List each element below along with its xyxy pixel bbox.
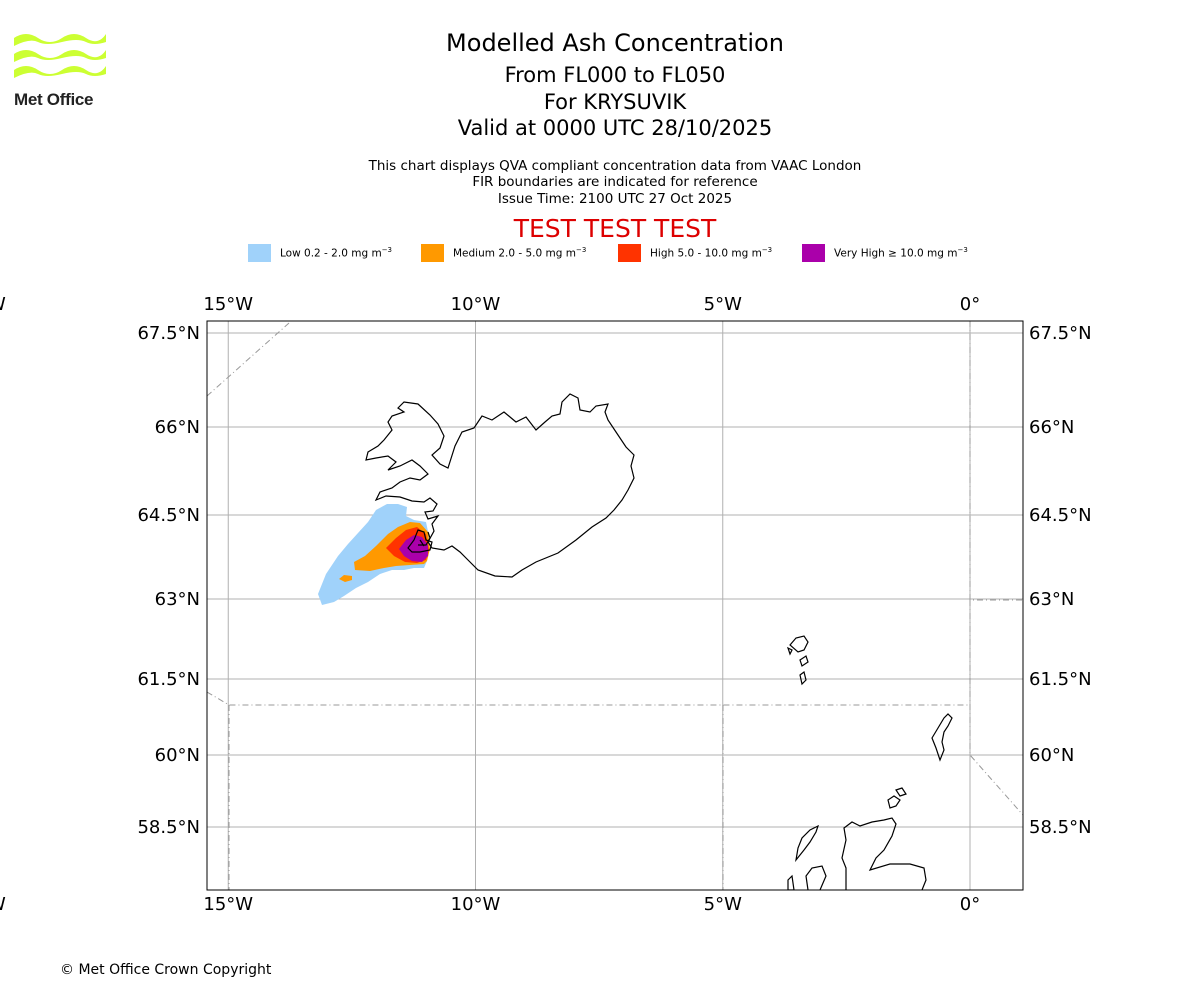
legend-label-high: High 5.0 - 10.0 mg m−3: [650, 246, 773, 260]
legend-label-very-high: Very High ≥ 10.0 mg m−3: [834, 246, 968, 260]
met-office-logo[interactable]: Met Office: [14, 30, 110, 112]
fir-note: FIR boundaries are indicated for referen…: [472, 174, 758, 190]
legend-swatch-very-high: [802, 244, 825, 262]
lat-tick-left: 60°N: [155, 745, 200, 766]
lon-tick-top: 5°W: [704, 294, 742, 315]
lon-tick-top: 15°W: [203, 294, 253, 315]
lon-tick-top: 20°W: [0, 294, 6, 315]
lat-tick-right: 63°N: [1029, 589, 1074, 610]
fir-boundaries: [207, 321, 1023, 890]
lat-tick-right: 60°N: [1029, 745, 1074, 766]
faroe-islands: [786, 635, 809, 686]
lat-tick-left: 61.5°N: [137, 669, 200, 690]
lon-tick-top: 10°W: [451, 294, 501, 315]
lat-tick-right: 58.5°N: [1029, 817, 1092, 838]
flight-level-range: From FL000 to FL050: [504, 63, 726, 87]
lon-tick-bottom: 10°W: [451, 894, 501, 915]
shetland-islands: [931, 713, 953, 762]
legend-swatch-medium: [421, 244, 444, 262]
legend-label-medium: Medium 2.0 - 5.0 mg m−3: [453, 246, 587, 260]
lat-tick-right: 61.5°N: [1029, 669, 1092, 690]
orkney-islands: [887, 787, 907, 809]
map-frame: [206, 320, 1024, 891]
lat-tick-left: 58.5°N: [137, 817, 200, 838]
test-banner: TEST TEST TEST: [513, 214, 717, 243]
legend-swatch-low: [248, 244, 271, 262]
lat-tick-left: 63°N: [155, 589, 200, 610]
chart-title: Modelled Ash Concentration: [446, 29, 784, 57]
copyright: © Met Office Crown Copyright: [60, 962, 272, 978]
legend-item-medium: Medium 2.0 - 5.0 mg m−3: [421, 244, 586, 262]
logo-text: Met Office: [14, 90, 94, 109]
lon-tick-top: 0°: [960, 294, 980, 315]
met-office-wave-icon: [14, 34, 106, 78]
lon-tick-bottom: 0°: [960, 894, 980, 915]
scotland-coastline: [787, 817, 927, 890]
map-content: [207, 321, 1023, 890]
gridlines: [207, 321, 1023, 890]
ash-area-medium-2: [339, 575, 352, 582]
legend-item-very-high: Very High ≥ 10.0 mg m−3: [802, 244, 968, 262]
lat-tick-right: 66°N: [1029, 417, 1074, 438]
lon-tick-bottom: 15°W: [203, 894, 253, 915]
volcano-name: For KRYSUVIK: [543, 90, 687, 114]
legend-item-high: High 5.0 - 10.0 mg m−3: [618, 244, 772, 262]
qva-note: This chart displays QVA compliant concen…: [368, 158, 862, 174]
lat-tick-right: 64.5°N: [1029, 505, 1092, 526]
lon-tick-bottom: 20°W: [0, 894, 6, 915]
reykjanes-outline: [407, 529, 433, 553]
legend-label-low: Low 0.2 - 2.0 mg m−3: [280, 246, 393, 260]
lon-tick-bottom: 5°W: [704, 894, 742, 915]
lat-tick-left: 66°N: [155, 417, 200, 438]
tick-labels: 30°W30°W25°W25°W20°W20°W15°W15°W10°W10°W…: [0, 294, 1092, 915]
lat-tick-left: 67.5°N: [137, 323, 200, 344]
issue-time: Issue Time: 2100 UTC 27 Oct 2025: [497, 191, 733, 207]
coastlines: [365, 393, 953, 890]
valid-time: Valid at 0000 UTC 28/10/2025: [457, 116, 773, 140]
lat-tick-left: 64.5°N: [137, 505, 200, 526]
iceland-coastline: [365, 393, 635, 578]
legend-item-low: Low 0.2 - 2.0 mg m−3: [248, 244, 392, 262]
ash-plume: [318, 504, 430, 605]
lat-tick-right: 67.5°N: [1029, 323, 1092, 344]
volcano-marker: [418, 531, 431, 547]
legend-swatch-high: [618, 244, 641, 262]
